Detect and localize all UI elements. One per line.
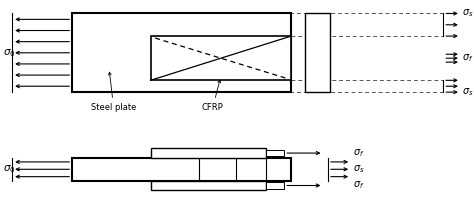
Bar (305, 13, 330, 92)
Text: $\sigma_s$: $\sigma_s$ (462, 86, 474, 98)
Text: CFRP: CFRP (202, 80, 224, 112)
Text: $\sigma_f$: $\sigma_f$ (354, 147, 365, 159)
Text: Steel plate: Steel plate (91, 72, 137, 112)
Bar (72, 13, 291, 92)
Bar (72, 158, 291, 181)
Text: $\sigma_s$: $\sigma_s$ (462, 8, 474, 19)
Text: $\sigma_0$: $\sigma_0$ (3, 47, 16, 59)
Bar (266, 182, 284, 189)
Bar (151, 148, 266, 158)
Text: $\sigma_s$: $\sigma_s$ (354, 163, 365, 175)
Bar (151, 36, 291, 80)
Text: $\sigma_f$: $\sigma_f$ (354, 180, 365, 191)
Text: $\sigma_f$: $\sigma_f$ (462, 52, 473, 64)
Text: $\sigma_0$: $\sigma_0$ (3, 163, 16, 175)
Bar (266, 150, 284, 156)
Bar (151, 181, 266, 190)
